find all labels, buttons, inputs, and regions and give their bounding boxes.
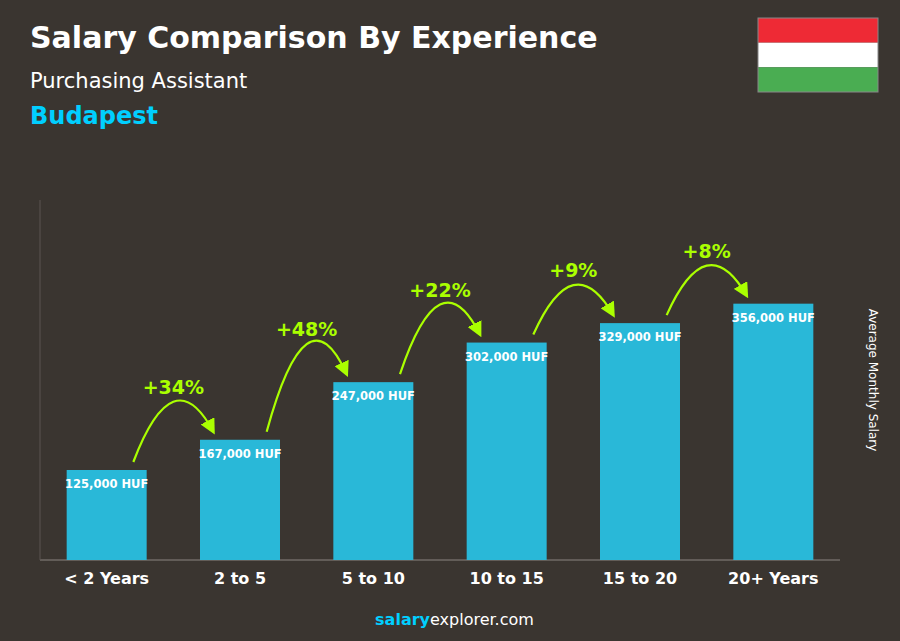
change-arrow: [267, 341, 347, 432]
flag-border: [758, 18, 878, 92]
x-tick-label: 10 to 15: [470, 569, 544, 588]
background: [0, 0, 900, 641]
value-label: 125,000 HUF: [65, 477, 148, 491]
y-axis-label: Average Monthly Salary: [866, 309, 880, 452]
change-label: +34%: [143, 376, 204, 398]
x-tick-label: < 2 Years: [64, 569, 149, 588]
flag-stripe: [758, 43, 878, 68]
x-axis-line: [40, 560, 840, 561]
change-label: +22%: [409, 279, 470, 301]
title: Salary Comparison By Experience: [30, 20, 598, 55]
subtitle: Purchasing Assistant: [30, 69, 247, 93]
value-label: 302,000 HUF: [465, 350, 548, 364]
bar: [333, 382, 413, 560]
city: Budapest: [30, 102, 158, 130]
bar: [600, 323, 680, 560]
value-label: 329,000 HUF: [598, 330, 681, 344]
change-arrow: [533, 285, 613, 335]
change-arrow: [400, 303, 480, 375]
x-tick-label: 20+ Years: [728, 569, 818, 588]
x-tick-label: 5 to 10: [342, 569, 405, 588]
y-axis-line: [40, 200, 41, 560]
value-label: 356,000 HUF: [732, 311, 815, 325]
x-tick-label: 2 to 5: [214, 569, 266, 588]
change-arrow: [133, 400, 213, 462]
bar: [467, 343, 547, 560]
bar: [733, 304, 813, 560]
x-tick-label: 15 to 20: [603, 569, 677, 588]
change-label: +8%: [683, 240, 731, 262]
watermark-normal: explorer.com: [430, 610, 534, 629]
flag-stripe: [758, 67, 878, 92]
watermark-bold: salary: [375, 610, 430, 629]
change-label: +48%: [276, 318, 337, 340]
flag-stripe: [758, 18, 878, 43]
chart: Salary Comparison By Experience Purchasin…: [0, 0, 900, 641]
change-arrows: [133, 265, 746, 462]
value-label: 247,000 HUF: [332, 389, 415, 403]
value-label: 167,000 HUF: [198, 447, 281, 461]
change-arrow: [667, 265, 747, 315]
bars: [67, 304, 814, 560]
flag: [758, 18, 878, 92]
change-label: +9%: [549, 259, 597, 281]
